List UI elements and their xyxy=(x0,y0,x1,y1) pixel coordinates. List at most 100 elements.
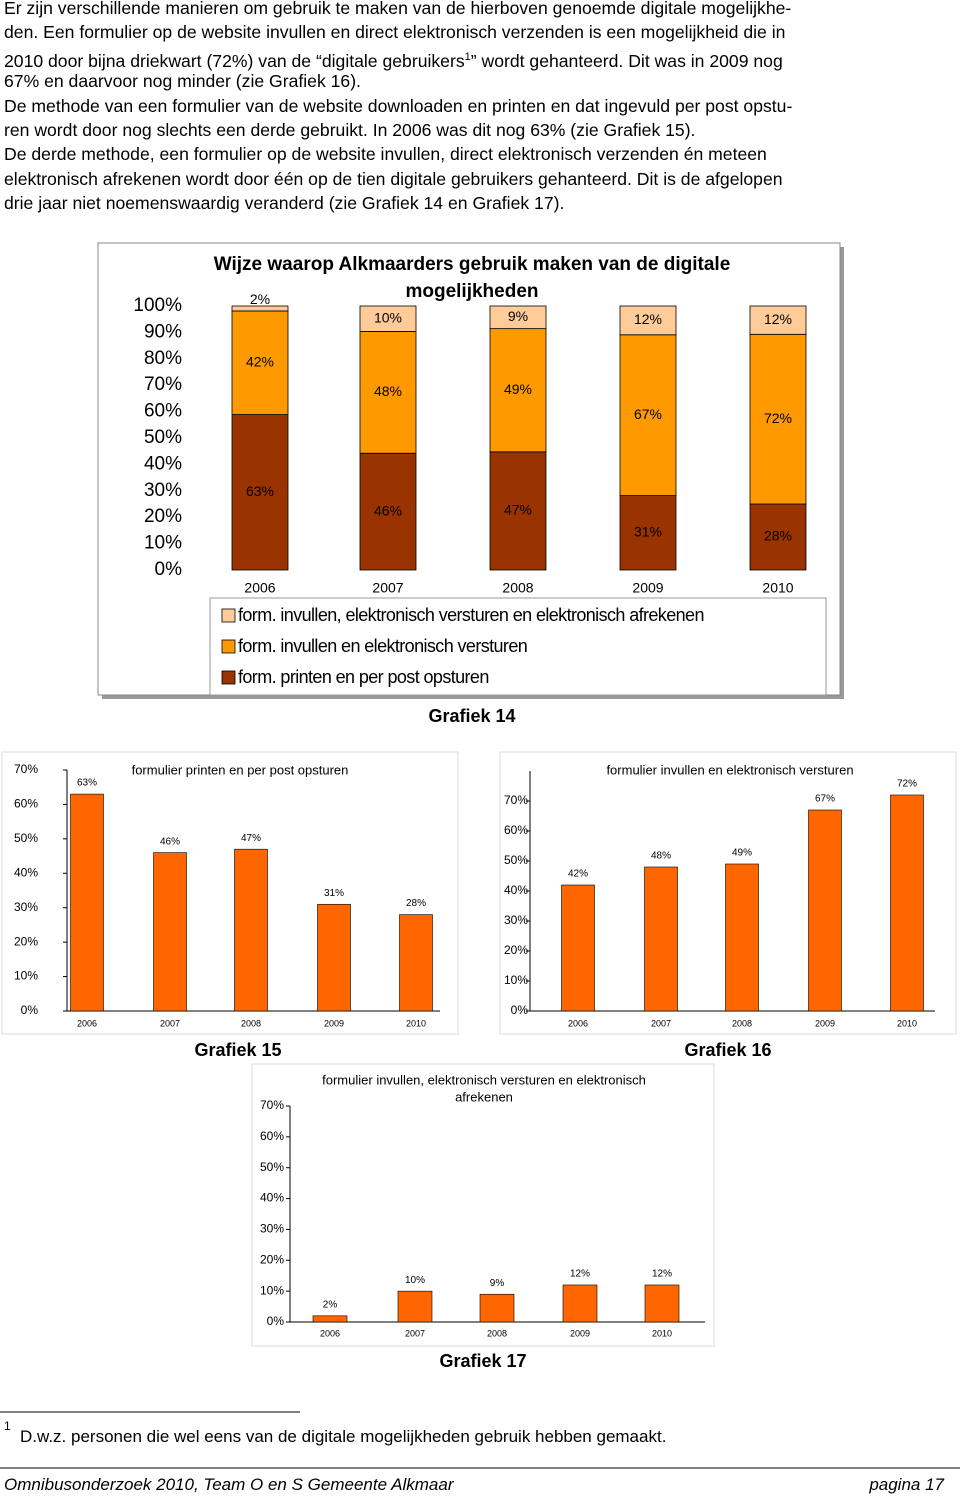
y-tick-label: 40% xyxy=(144,453,182,474)
y-tick-label: 10% xyxy=(144,533,182,554)
x-tick-label: 2008 xyxy=(732,1018,752,1028)
y-tick-label: 90% xyxy=(144,321,182,342)
chart-caption: Grafiek 17 xyxy=(439,1351,526,1371)
y-tick-label: 20% xyxy=(260,1252,284,1266)
bar xyxy=(153,852,187,1012)
x-tick-label: 2006 xyxy=(77,1018,97,1028)
bar xyxy=(890,794,924,1012)
x-tick-label: 2009 xyxy=(815,1018,835,1028)
data-label: 48% xyxy=(374,383,402,399)
y-tick-label: 0% xyxy=(21,1003,39,1017)
data-label: 42% xyxy=(568,869,588,880)
y-tick-label: 80% xyxy=(144,348,182,369)
data-label: 2% xyxy=(250,291,270,307)
y-tick-label: 20% xyxy=(504,943,528,957)
text-line: ren wordt door nog slechts een derde geb… xyxy=(4,119,695,141)
legend-box xyxy=(209,597,827,696)
x-tick-label: 2010 xyxy=(406,1018,426,1028)
chart-caption: Grafiek 14 xyxy=(428,706,515,726)
data-label: 28% xyxy=(764,528,792,544)
data-label: 9% xyxy=(508,308,528,324)
bar-segment xyxy=(231,414,289,571)
y-tick-label: 30% xyxy=(504,913,528,927)
text-segment: 2010 door bijna driekwart (72%) van de “… xyxy=(4,50,465,71)
chart-title: afrekenen xyxy=(455,1089,513,1104)
y-tick-label: 10% xyxy=(14,969,38,983)
text-line: drie jaar niet noemenswaardig veranderd … xyxy=(4,192,564,214)
y-tick-label: 100% xyxy=(133,295,182,316)
chart-caption: Grafiek 15 xyxy=(194,1040,281,1060)
y-tick-label: 10% xyxy=(504,973,528,987)
legend-swatch xyxy=(221,670,236,685)
text-segment: ren wordt door nog slechts een derde geb… xyxy=(4,120,696,140)
y-tick-label: 0% xyxy=(511,1003,529,1017)
bar-segment xyxy=(359,305,417,332)
data-label: 12% xyxy=(634,311,662,327)
y-tick-label: 60% xyxy=(504,823,528,837)
bar xyxy=(644,866,678,1012)
data-label: 28% xyxy=(406,898,426,909)
text-segment: den. Een formulier op de website invulle… xyxy=(4,22,786,43)
x-tick-label: 2006 xyxy=(320,1328,340,1338)
x-tick-label: 2007 xyxy=(160,1018,180,1028)
bar-segment xyxy=(489,305,547,330)
chart-title: formulier printen en per post opsturen xyxy=(132,762,349,777)
x-tick-label: 2007 xyxy=(372,580,403,596)
chart-title: mogelijkheden xyxy=(405,281,538,302)
data-label: 67% xyxy=(634,406,662,422)
data-label: 12% xyxy=(570,1269,590,1280)
text-line: Er zijn verschillende manieren om gebrui… xyxy=(4,0,791,19)
y-tick-label: 40% xyxy=(14,865,38,879)
data-label: 31% xyxy=(324,888,344,899)
chart-title: Wijze waarop Alkmaarders gebruik maken v… xyxy=(214,254,731,275)
bar-segment xyxy=(359,452,417,571)
y-tick-label: 60% xyxy=(260,1129,284,1143)
text-line: De methode van een formulier van de webs… xyxy=(4,95,792,117)
data-label: 12% xyxy=(652,1269,672,1280)
text-segment: 67% en daarvoor nog minder (zie Grafiek … xyxy=(4,71,361,92)
data-label: 10% xyxy=(405,1275,425,1286)
data-label: 42% xyxy=(246,353,274,369)
x-tick-label: 2006 xyxy=(244,580,275,596)
y-tick-label: 60% xyxy=(14,797,38,811)
text-line: 2010 door bijna driekwart (72%) van de “… xyxy=(4,46,783,72)
text-segment: Er zijn verschillende manieren om gebrui… xyxy=(4,0,792,18)
x-tick-label: 2008 xyxy=(241,1018,261,1028)
y-tick-label: 20% xyxy=(144,506,182,527)
legend-swatch xyxy=(221,639,236,654)
data-label: 49% xyxy=(504,381,532,397)
text-segment: elektronisch afrekenen wordt door één op… xyxy=(4,168,783,189)
footer-left: Omnibusonderzoek 2010, Team O en S Gemee… xyxy=(4,1475,454,1494)
y-tick-label: 0% xyxy=(267,1314,285,1328)
bar-segment xyxy=(619,495,677,571)
y-tick-label: 20% xyxy=(14,934,38,948)
y-tick-label: 70% xyxy=(260,1098,284,1112)
bar xyxy=(317,903,351,1012)
bar-segment xyxy=(489,451,547,571)
x-tick-label: 2006 xyxy=(568,1018,588,1028)
text-segment: drie jaar niet noemenswaardig veranderd … xyxy=(4,193,565,214)
data-label: 12% xyxy=(764,311,792,327)
text-segment: ” wordt gehanteerd. Dit was in 2009 nog xyxy=(470,50,783,71)
bar xyxy=(234,848,268,1012)
y-tick-label: 50% xyxy=(14,831,38,845)
x-tick-label: 2009 xyxy=(324,1018,344,1028)
bar-segment xyxy=(619,305,677,336)
legend-label: form. invullen en elektronisch versturen xyxy=(238,636,527,656)
y-tick-label: 60% xyxy=(144,401,182,422)
y-tick-label: 0% xyxy=(155,559,183,580)
data-label: 2% xyxy=(323,1299,338,1310)
data-label: 47% xyxy=(241,833,261,844)
text-segment: De derde methode, een formulier op de we… xyxy=(4,144,767,165)
data-label: 47% xyxy=(504,502,532,518)
chart-frame xyxy=(499,751,957,1035)
y-tick-label: 40% xyxy=(260,1191,284,1205)
footer-right: pagina 17 xyxy=(869,1475,944,1494)
footnote-text: D.w.z. personen die wel eens van de digi… xyxy=(20,1427,667,1446)
bar xyxy=(312,1315,348,1323)
legend-swatch xyxy=(221,608,236,623)
x-tick-label: 2010 xyxy=(762,580,793,596)
legend-label: form. printen en per post opsturen xyxy=(238,667,489,687)
